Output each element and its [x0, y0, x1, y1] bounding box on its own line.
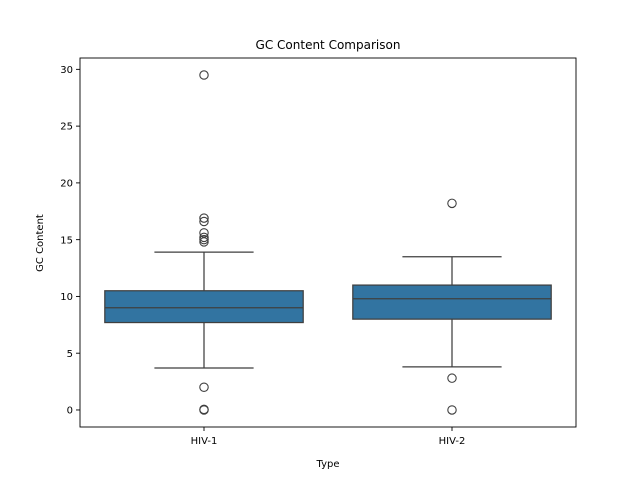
- y-tick-label: 30: [60, 65, 73, 76]
- x-tick-label: HIV-1: [191, 436, 218, 447]
- box-hiv-2: [352, 284, 552, 320]
- outlier-point-hiv-2: [447, 373, 457, 383]
- y-tick-label: 15: [60, 235, 73, 246]
- y-axis-title: GC Content: [35, 214, 46, 272]
- outlier-point-hiv-2: [447, 198, 457, 209]
- y-tick-label: 25: [60, 122, 73, 133]
- outlier-point-hiv-1: [199, 70, 209, 80]
- outlier-point-hiv-1: [199, 216, 209, 227]
- outlier-point-hiv-1: [199, 382, 209, 393]
- outlier-point-hiv-1: [199, 228, 209, 238]
- y-tick-label: 5: [67, 349, 73, 360]
- outlier-point-hiv-1: [199, 234, 209, 245]
- outlier-point-hiv-1: [199, 405, 209, 415]
- chart-title: GC Content Comparison: [256, 38, 401, 52]
- y-tick-label: 20: [60, 178, 73, 189]
- x-tick-label: HIV-2: [439, 436, 466, 447]
- x-axis-title: Type: [316, 459, 340, 470]
- outlier-point-hiv-2: [447, 405, 457, 415]
- box-hiv-1: [104, 290, 304, 324]
- outlier-point-hiv-1: [199, 232, 209, 243]
- y-tick-label: 10: [60, 292, 73, 303]
- outlier-point-hiv-1: [199, 213, 209, 223]
- plot-frame: [79, 57, 577, 428]
- y-tick-label: 0: [67, 406, 73, 417]
- plot-area: 0 5 10 15 20 25 30 HIV-1 HIV-2: [60, 57, 577, 447]
- outlier-point-hiv-1: [199, 237, 209, 247]
